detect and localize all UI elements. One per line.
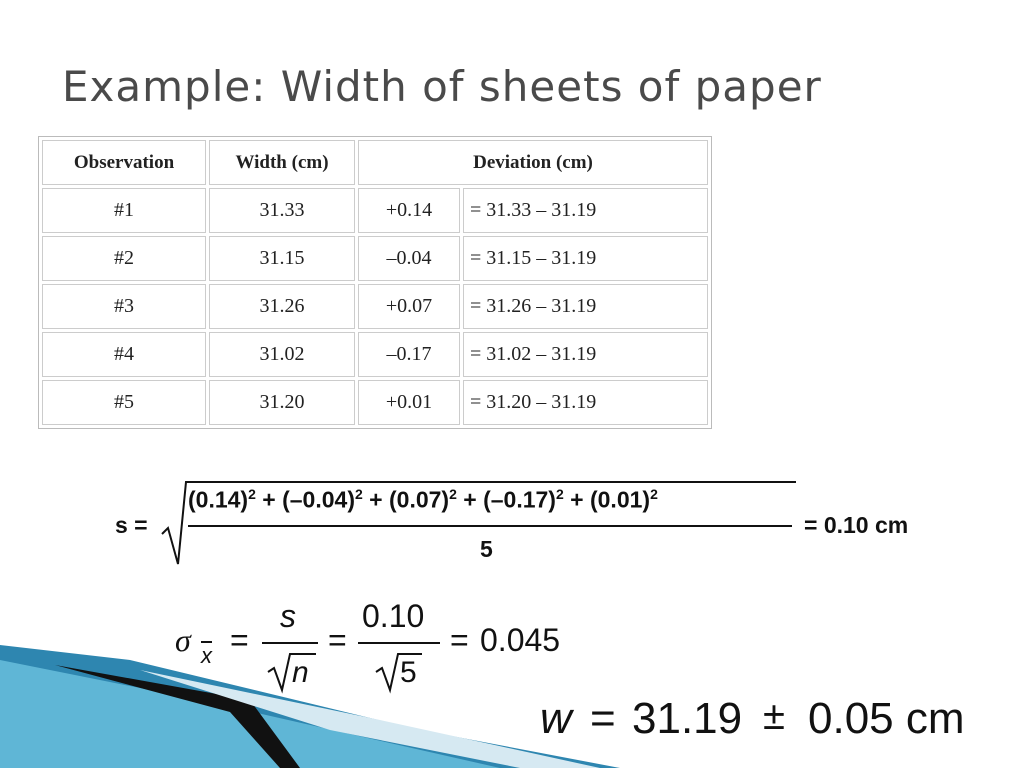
table-row: #1 31.33 +0.14 = 31.33 – 31.19 — [42, 188, 708, 233]
table-cell: –0.17 — [358, 332, 460, 377]
header-cell: Deviation (cm) — [358, 140, 708, 185]
swoosh-pale — [140, 670, 600, 768]
table-cell: #3 — [42, 284, 206, 329]
table-cell: = 31.26 – 31.19 — [463, 284, 708, 329]
formula-result: = 0.10 cm — [804, 512, 909, 538]
table-cell: +0.07 — [358, 284, 460, 329]
value: 31.19 — [632, 694, 743, 743]
table-cell: #1 — [42, 188, 206, 233]
result: 0.045 — [480, 622, 561, 658]
table-row: #5 31.20 +0.01 = 31.20 – 31.19 — [42, 380, 708, 425]
header-cell: Observation — [42, 140, 206, 185]
table-cell: = 31.20 – 31.19 — [463, 380, 708, 425]
fraction-lines — [262, 642, 440, 694]
sqrt-sign — [161, 481, 796, 565]
term-exponent: 2 — [248, 486, 256, 502]
table-cell: 31.02 — [209, 332, 355, 377]
table-cell: #5 — [42, 380, 206, 425]
equals: = — [328, 622, 347, 658]
table-cell: = 31.15 – 31.19 — [463, 236, 708, 281]
numerator: (0.14)2 + (–0.04)2 + (0.07)2 + (–0.17)2 … — [188, 486, 658, 514]
term-exponent: 2 — [650, 486, 658, 502]
table-row: #2 31.15 –0.04 = 31.15 – 31.19 — [42, 236, 708, 281]
numerator: s — [280, 598, 296, 634]
term-base: (0.14) — [188, 486, 249, 513]
data-table: Observation Width (cm) Deviation (cm) #1… — [38, 136, 712, 429]
swoosh-dark — [55, 665, 300, 768]
error: 0.05 cm — [808, 694, 965, 743]
header-cell: Width (cm) — [209, 140, 355, 185]
term-exponent: 2 — [449, 486, 457, 502]
slide-title: Example: Width of sheets of paper — [62, 62, 822, 111]
table-cell: #2 — [42, 236, 206, 281]
sigma: σ — [175, 622, 191, 658]
denominator: n — [292, 656, 309, 689]
subscript: x — [201, 643, 212, 668]
formula-lhs: s = — [115, 512, 148, 538]
equals: = — [590, 694, 616, 743]
term-base: + (0.01) — [563, 486, 651, 513]
table-cell: –0.04 — [358, 236, 460, 281]
table-cell: +0.14 — [358, 188, 460, 233]
equals: = — [450, 622, 469, 658]
table-cell: #4 — [42, 332, 206, 377]
denominator: 5 — [400, 656, 417, 689]
table-body: #1 31.33 +0.14 = 31.33 – 31.19 #2 31.15 –0.04 =… — [42, 188, 708, 425]
w-symbol: w — [540, 694, 572, 743]
table-row: #3 31.26 +0.07 = 31.26 – 31.19 — [42, 284, 708, 329]
table-cell: = 31.02 – 31.19 — [463, 332, 708, 377]
term-base: + (–0.04) — [255, 486, 355, 513]
term-exponent: 2 — [354, 486, 363, 502]
term-base: + (–0.17) — [456, 486, 556, 513]
table-cell: = 31.33 – 31.19 — [463, 188, 708, 233]
numerator: 0.10 — [362, 598, 425, 634]
header-row: Observation Width (cm) Deviation (cm) — [42, 140, 708, 185]
term-exponent: 2 — [555, 486, 564, 502]
table-cell: 31.15 — [209, 236, 355, 281]
denominator: 5 — [480, 536, 493, 562]
term-base: + (0.07) — [362, 486, 450, 513]
equals: = — [230, 622, 249, 658]
table-cell: 31.33 — [209, 188, 355, 233]
table-cell: 31.20 — [209, 380, 355, 425]
plus-minus: ± — [763, 694, 785, 738]
table-cell: 31.26 — [209, 284, 355, 329]
table-row: #4 31.02 –0.17 = 31.02 – 31.19 — [42, 332, 708, 377]
table-cell: +0.01 — [358, 380, 460, 425]
